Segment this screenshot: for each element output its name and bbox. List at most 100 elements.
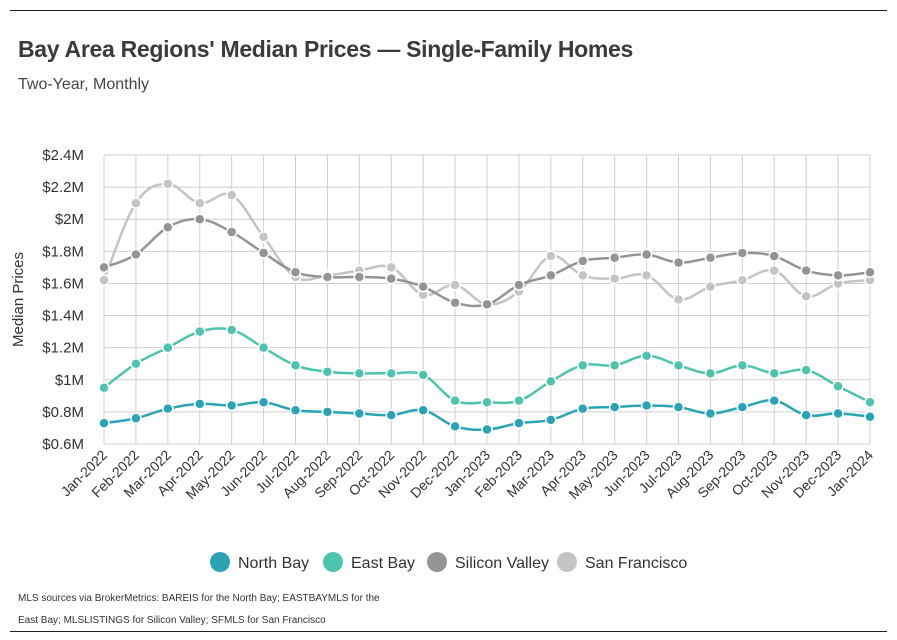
san-francisco-point	[162, 178, 174, 190]
y-tick-label: $2.2M	[42, 179, 84, 196]
east-bay-point	[98, 382, 110, 394]
series-points	[98, 178, 876, 436]
east-bay-point	[353, 367, 366, 380]
north-bay-point	[608, 401, 621, 413]
legend-label: Silicon Valley	[455, 555, 549, 572]
san-francisco-point	[194, 197, 206, 209]
north-bay-point	[513, 417, 525, 429]
silicon-valley-point	[449, 296, 461, 309]
san-francisco-point	[800, 290, 812, 303]
silicon-valley-point	[385, 272, 397, 285]
y-tick-label: $1.6M	[42, 275, 84, 292]
silicon-valley-point	[832, 269, 844, 282]
silicon-valley-point	[864, 266, 876, 278]
north-bay-point	[98, 417, 110, 429]
legend-swatch	[427, 552, 447, 572]
silicon-valley-point	[98, 261, 110, 274]
east-bay-point	[577, 359, 589, 372]
north-bay-point	[130, 412, 142, 425]
san-francisco-point	[704, 280, 717, 293]
north-bay-point	[864, 410, 876, 423]
silicon-valley-point	[800, 264, 812, 277]
y-tick-label: $2M	[55, 211, 84, 228]
north-bay-point	[577, 402, 589, 415]
east-bay-point	[481, 396, 493, 409]
east-bay-point	[545, 375, 557, 388]
san-francisco-point	[385, 261, 397, 274]
san-francisco-point	[640, 269, 653, 282]
north-bay-point	[385, 409, 397, 421]
east-bay-point	[513, 394, 525, 407]
north-bay-point	[768, 394, 780, 407]
east-bay-point	[321, 366, 334, 378]
legend-item-silicon-valley[interactable]: Silicon Valley	[427, 552, 549, 572]
y-axis-title: Median Prices	[10, 252, 27, 347]
silicon-valley-point	[640, 248, 653, 261]
san-francisco-point	[608, 272, 621, 285]
legend-item-san-francisco[interactable]: San Francisco	[557, 552, 687, 572]
legend-swatch	[323, 552, 343, 572]
north-bay-point	[417, 404, 429, 417]
north-bay-point	[257, 396, 270, 409]
silicon-valley-point	[513, 279, 525, 291]
silicon-valley-point	[704, 252, 717, 264]
east-bay-point	[768, 367, 780, 380]
east-bay-point	[640, 349, 653, 362]
legend: North Bay East Bay Silicon Valley San Franc…	[210, 552, 687, 572]
silicon-valley-point	[162, 221, 174, 233]
silicon-valley-point	[225, 226, 238, 238]
legend-swatch	[210, 552, 230, 572]
east-bay-point	[385, 367, 397, 380]
chart-subtitle: Two-Year, Monthly	[18, 76, 150, 93]
silicon-valley-point	[353, 271, 366, 283]
silicon-valley-point	[672, 256, 685, 269]
east-bay-point	[289, 359, 302, 372]
east-bay-point	[672, 359, 685, 372]
silicon-valley-point	[417, 280, 429, 293]
north-bay-point	[640, 399, 653, 412]
east-bay-point	[608, 359, 621, 372]
east-bay-point	[449, 394, 461, 407]
top-rule	[10, 10, 887, 11]
north-bay-point	[353, 407, 366, 420]
north-bay-point	[289, 404, 302, 417]
east-bay-point	[864, 396, 876, 409]
san-francisco-point	[545, 250, 557, 262]
north-bay-point	[225, 399, 238, 412]
silicon-valley-point	[736, 247, 749, 259]
east-bay-point	[704, 367, 717, 380]
y-tick-label: $1.8M	[42, 243, 84, 260]
east-bay-point	[225, 324, 238, 336]
silicon-valley-point	[194, 213, 206, 225]
silicon-valley-point	[768, 250, 780, 262]
y-tick-label: $1.4M	[42, 308, 84, 325]
san-francisco-point	[768, 264, 780, 277]
silicon-valley-point	[577, 255, 589, 267]
san-francisco-point	[449, 279, 461, 291]
x-axis: Jan-2022Feb-2022Mar-2022Apr-2022May-2022…	[58, 447, 877, 502]
north-bay-point	[162, 402, 174, 415]
san-francisco-point	[577, 269, 589, 282]
legend-label: San Francisco	[585, 555, 687, 572]
north-bay-point	[672, 401, 685, 413]
north-bay-point	[545, 414, 557, 426]
y-tick-label: $2.4M	[42, 147, 84, 164]
legend-item-east-bay[interactable]: East Bay	[323, 552, 415, 572]
east-bay-point	[736, 359, 749, 372]
san-francisco-point	[736, 274, 749, 286]
legend-item-north-bay[interactable]: North Bay	[210, 552, 309, 572]
san-francisco-point	[225, 189, 238, 201]
san-francisco-point	[98, 274, 110, 286]
san-francisco-point	[257, 231, 270, 243]
bottom-rule	[10, 631, 887, 632]
source-note: MLS sources via BrokerMetrics: BAREIS fo…	[18, 593, 380, 626]
east-bay-point	[130, 357, 142, 370]
y-tick-label: $1.2M	[42, 340, 84, 357]
legend-label: East Bay	[351, 555, 415, 572]
east-bay-point	[832, 380, 844, 392]
y-tick-label: $1M	[55, 372, 84, 389]
silicon-valley-point	[289, 266, 302, 278]
y-tick-label: $0.6M	[42, 436, 84, 453]
y-axis: $0.6M $0.8M $1M $1.2M $1.4M $1.6M $1.8M $2M $2.2…	[42, 147, 84, 453]
